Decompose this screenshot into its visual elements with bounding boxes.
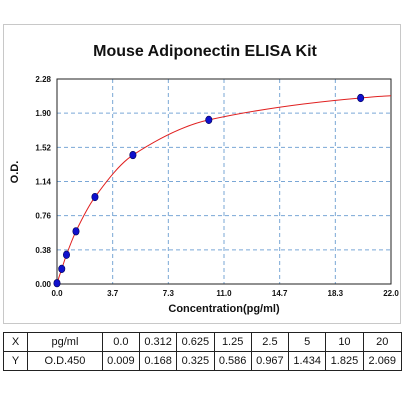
table-cell: 0.312 bbox=[138, 332, 178, 352]
table-cell: 1.25 bbox=[213, 332, 252, 352]
x-tick-label: 3.7 bbox=[107, 289, 119, 298]
y-tick-label: 2.28 bbox=[35, 75, 51, 84]
row-unit: O.D.450 bbox=[27, 351, 103, 371]
table-cell: 5 bbox=[288, 332, 327, 352]
plot-area-border bbox=[56, 78, 392, 285]
data-point bbox=[53, 279, 61, 288]
row-unit: pg/ml bbox=[27, 332, 103, 352]
table-cell: 1.434 bbox=[288, 351, 327, 371]
chart-title: Mouse Adiponectin ELISA Kit bbox=[93, 43, 317, 60]
x-axis-label: Concentration(pg/ml) bbox=[168, 303, 280, 315]
table-cell: 0.625 bbox=[176, 332, 215, 352]
table-cell: 2.069 bbox=[362, 351, 403, 371]
data-point bbox=[72, 227, 80, 236]
grid-lines bbox=[57, 79, 391, 284]
row-label: Y bbox=[2, 351, 29, 371]
y-tick-label: 0.76 bbox=[35, 212, 51, 221]
table-cell: 0.009 bbox=[101, 351, 140, 371]
table-cell: 10 bbox=[325, 332, 364, 352]
table-cell: 0.168 bbox=[138, 351, 178, 371]
table-row: Y O.D.450 0.009 0.168 0.325 0.586 0.967 1.434 1.… bbox=[2, 351, 403, 371]
x-tick-label: 11.0 bbox=[216, 289, 232, 298]
fit-curve bbox=[56, 95, 392, 284]
table-cell: 2.5 bbox=[250, 332, 290, 352]
y-axis-label: O.D. bbox=[9, 161, 21, 184]
table-cell: 0.325 bbox=[176, 351, 215, 371]
y-tick-label: 0.00 bbox=[35, 280, 51, 289]
x-tick-label: 0.0 bbox=[51, 289, 63, 298]
y-tick-labels: 0.00 0.38 0.76 1.14 1.52 1.90 2.28 bbox=[35, 75, 51, 289]
table-cell: 0.586 bbox=[213, 351, 252, 371]
y-tick-label: 1.52 bbox=[35, 143, 51, 152]
chart: Mouse Adiponectin ELISA Kit O.D. Concent… bbox=[9, 43, 399, 315]
y-tick-label: 1.90 bbox=[35, 109, 51, 118]
chart-frame bbox=[3, 24, 401, 324]
x-tick-label: 7.3 bbox=[163, 289, 175, 298]
table-cell: 20 bbox=[362, 332, 403, 352]
row-label: X bbox=[2, 332, 29, 352]
x-tick-label: 22.0 bbox=[383, 289, 399, 298]
data-points bbox=[53, 93, 365, 288]
data-point bbox=[62, 250, 70, 259]
data-point bbox=[58, 264, 66, 273]
table-cell: 1.825 bbox=[325, 351, 364, 371]
x-tick-label: 18.3 bbox=[328, 289, 344, 298]
x-tick-labels: 0.0 3.7 7.3 11.0 14.7 18.3 22.0 bbox=[51, 289, 399, 298]
data-point bbox=[129, 150, 137, 160]
data-point bbox=[357, 93, 365, 103]
data-point bbox=[91, 192, 99, 202]
x-tick-label: 14.7 bbox=[272, 289, 288, 298]
y-tick-label: 1.14 bbox=[35, 178, 51, 187]
table-cell: 0.967 bbox=[250, 351, 290, 371]
y-tick-label: 0.38 bbox=[35, 246, 51, 255]
table-cell: 0.0 bbox=[101, 332, 140, 352]
data-point bbox=[205, 115, 213, 125]
